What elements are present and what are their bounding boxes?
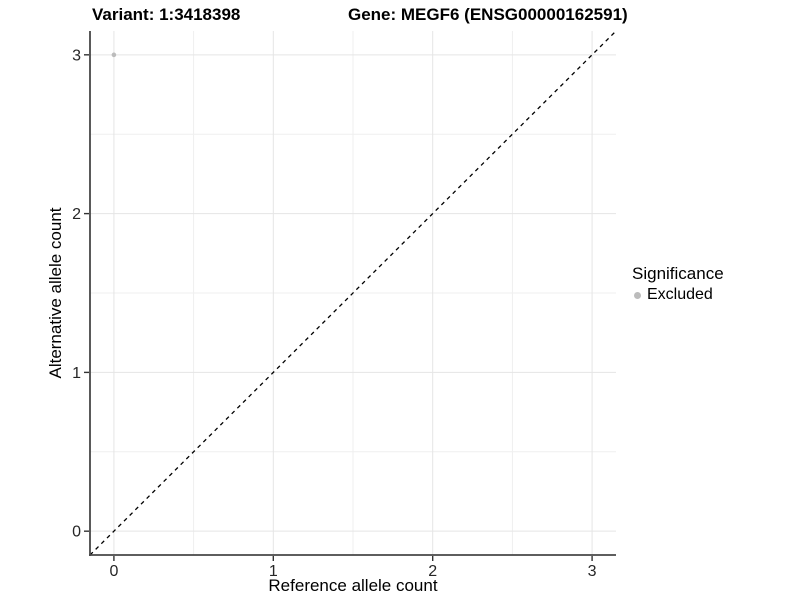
identity-reference-line (89, 30, 617, 556)
plot-title-gene: Gene: MEGF6 (ENSG00000162591) (348, 5, 628, 24)
x-tick-label: 2 (428, 563, 437, 580)
y-tick-label: 3 (72, 47, 81, 64)
y-tick-label: 2 (72, 206, 81, 223)
x-tick-label: 3 (588, 563, 597, 580)
plot-title-variant: Variant: 1:3418398 (92, 5, 241, 24)
x-tick-label: 0 (109, 563, 118, 580)
data-point (111, 52, 117, 58)
legend: Significance Excluded (632, 264, 724, 304)
y-tick-label: 1 (72, 365, 81, 382)
legend-title: Significance (632, 264, 724, 283)
y-axis-title: Alternative allele count (46, 207, 65, 379)
y-tick-label: 0 (72, 524, 81, 541)
legend-item-label: Excluded (647, 286, 713, 303)
legend-item-excluded: Excluded (632, 286, 724, 304)
x-axis-title: Reference allele count (268, 576, 438, 595)
legend-point-icon (634, 291, 641, 299)
x-tick-label: 1 (269, 563, 278, 580)
